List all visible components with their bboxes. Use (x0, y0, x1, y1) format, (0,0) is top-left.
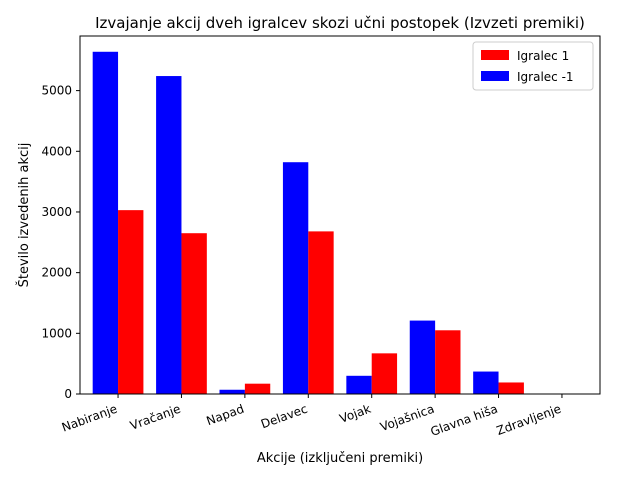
bar-igralec-minus-1-1 (156, 76, 182, 394)
x-tick-label-4: Vojak (338, 402, 373, 426)
bars-group (92, 51, 524, 394)
x-tick-label-5: Vojašnica (378, 402, 436, 434)
x-tick-label-6: Glavna hiša (429, 402, 500, 439)
bar-igralec-1-1 (181, 233, 207, 394)
y-axis-label: Število izvedenih akcij (16, 143, 32, 288)
bar-igralec-1-5 (435, 330, 461, 394)
y-axis: 0 1000 2000 3000 4000 5000 (41, 84, 80, 401)
x-tick-label-1: Vračanje (128, 402, 182, 433)
y-tick-label-0: 0 (64, 387, 72, 401)
legend-label-1: Igralec -1 (517, 70, 574, 84)
y-tick-label-1: 1000 (41, 326, 72, 340)
bar-igralec-1-0 (118, 210, 144, 394)
plot-frame (79, 35, 601, 395)
bar-igralec-minus-1-0 (92, 51, 119, 394)
y-tick-label-5: 5000 (41, 84, 72, 98)
legend-swatch-1 (481, 71, 509, 81)
bar-igralec-minus-1-2 (219, 389, 245, 394)
x-axis-label: Akcije (izključeni premiki) (257, 451, 423, 466)
bar-igralec-minus-1-3 (282, 162, 309, 394)
y-tick-label-3: 3000 (41, 205, 72, 219)
bar-igralec-minus-1-6 (473, 371, 499, 394)
legend: Igralec 1 Igralec -1 (472, 41, 594, 91)
bar-igralec-1-4 (371, 353, 398, 394)
chart-title: Izvajanje akcij dveh igralcev skozi učni… (95, 14, 585, 32)
x-tick-label-7: Zdravljenje (495, 402, 563, 438)
bar-igralec-minus-1-4 (346, 375, 372, 394)
bar-igralec-minus-1-5 (409, 320, 436, 394)
y-tick-label-4: 4000 (41, 144, 72, 158)
bar-igralec-1-6 (498, 382, 524, 394)
bar-igralec-1-3 (308, 231, 334, 394)
legend-swatch-0 (481, 50, 509, 60)
x-tick-label-2: Napad (205, 402, 246, 428)
x-tick-label-0: Nabiranje (60, 402, 119, 435)
bar-igralec-1-2 (244, 383, 271, 394)
y-tick-label-2: 2000 (41, 266, 72, 280)
x-axis: Nabiranje Vračanje Napad Delavec Vojak Vojašn… (60, 394, 563, 439)
legend-label-0: Igralec 1 (517, 49, 569, 63)
x-tick-label-3: Delavec (259, 402, 309, 432)
